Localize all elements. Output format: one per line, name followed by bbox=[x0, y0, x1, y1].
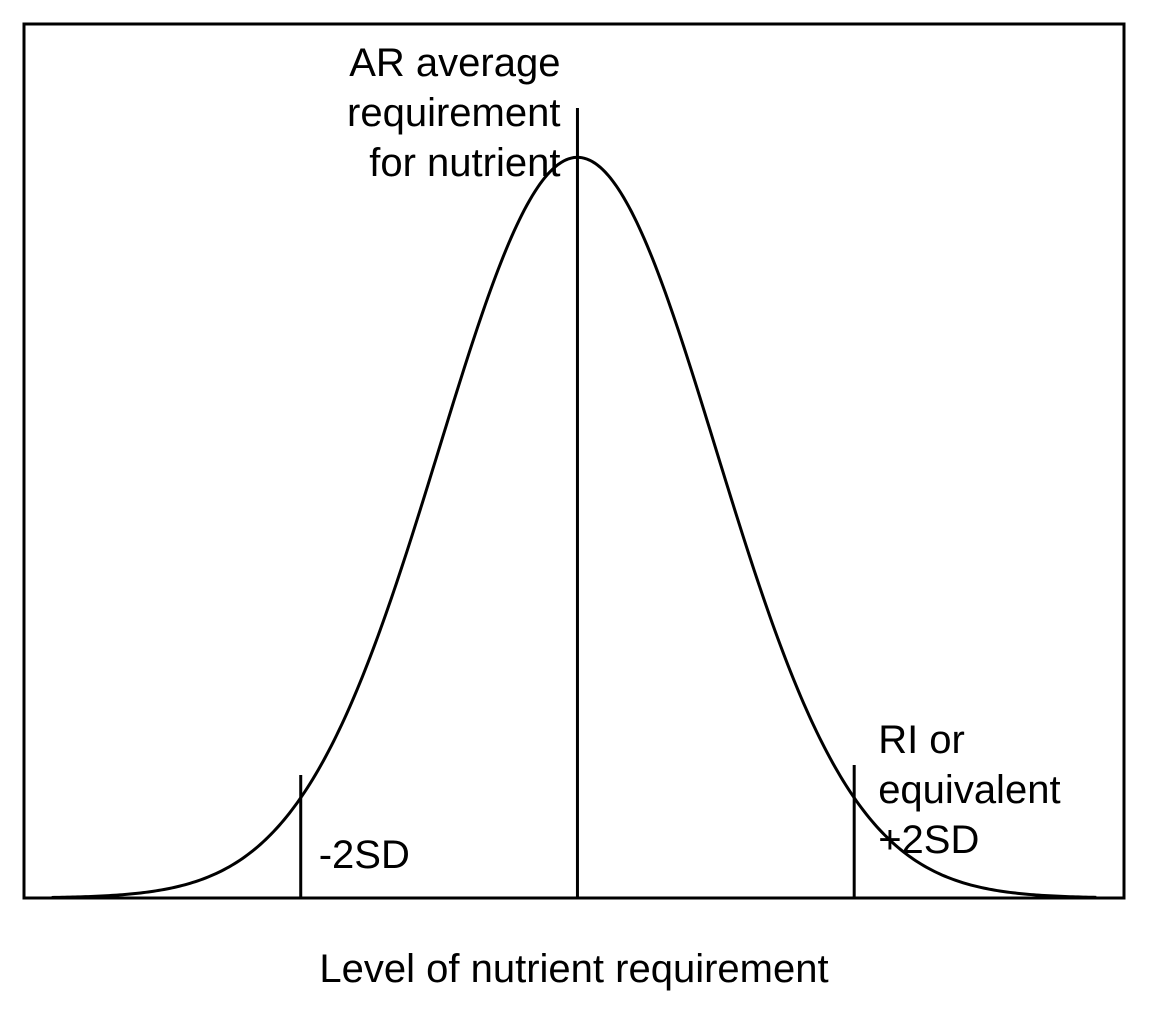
marker-labels: -2SD AR average requirement for nutrient RI … bbox=[319, 41, 1061, 877]
marker-label-1-line-0: AR average bbox=[349, 41, 560, 85]
marker-label-2-line-1: equivalent bbox=[878, 768, 1060, 812]
marker-label-2-line-2: +2SD bbox=[878, 818, 979, 862]
distribution-curve bbox=[51, 155, 1097, 899]
plot-frame bbox=[22, 22, 1126, 900]
marker-label-2-line-0: RI or bbox=[878, 718, 965, 762]
marker-label-1-line-2: for nutrient bbox=[369, 141, 560, 185]
marker-label-1-line-1: requirement bbox=[347, 91, 560, 135]
marker-label-0-line-0: -2SD bbox=[319, 833, 410, 877]
marker-lines bbox=[299, 108, 856, 898]
x-axis-label: Level of nutrient requirement bbox=[319, 947, 828, 991]
